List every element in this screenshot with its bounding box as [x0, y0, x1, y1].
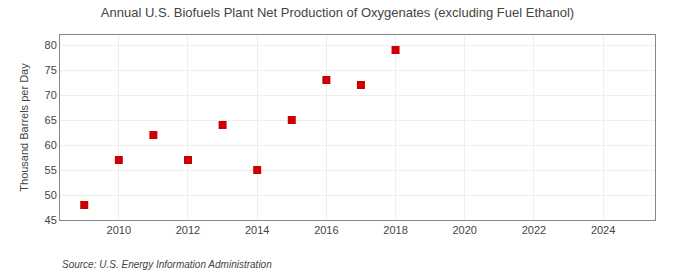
svg-text:70: 70: [45, 89, 57, 101]
svg-text:2012: 2012: [176, 224, 200, 236]
svg-text:55: 55: [45, 164, 57, 176]
svg-text:60: 60: [45, 139, 57, 151]
svg-text:2018: 2018: [383, 224, 407, 236]
svg-text:2014: 2014: [245, 224, 269, 236]
svg-text:80: 80: [45, 39, 57, 51]
svg-text:2016: 2016: [314, 224, 338, 236]
svg-text:Thousand Barrels per Day: Thousand Barrels per Day: [18, 63, 30, 192]
svg-text:50: 50: [45, 189, 57, 201]
svg-text:Annual U.S. Biofuels Plant Net: Annual U.S. Biofuels Plant Net Productio…: [101, 5, 574, 20]
svg-text:75: 75: [45, 64, 57, 76]
svg-text:2024: 2024: [591, 224, 615, 236]
svg-text:65: 65: [45, 114, 57, 126]
svg-text:45: 45: [45, 214, 57, 226]
svg-text:2022: 2022: [522, 224, 546, 236]
svg-text:Source: U.S. Energy Informatio: Source: U.S. Energy Information Administ…: [62, 259, 272, 270]
svg-text:2010: 2010: [107, 224, 131, 236]
svg-text:2020: 2020: [452, 224, 476, 236]
